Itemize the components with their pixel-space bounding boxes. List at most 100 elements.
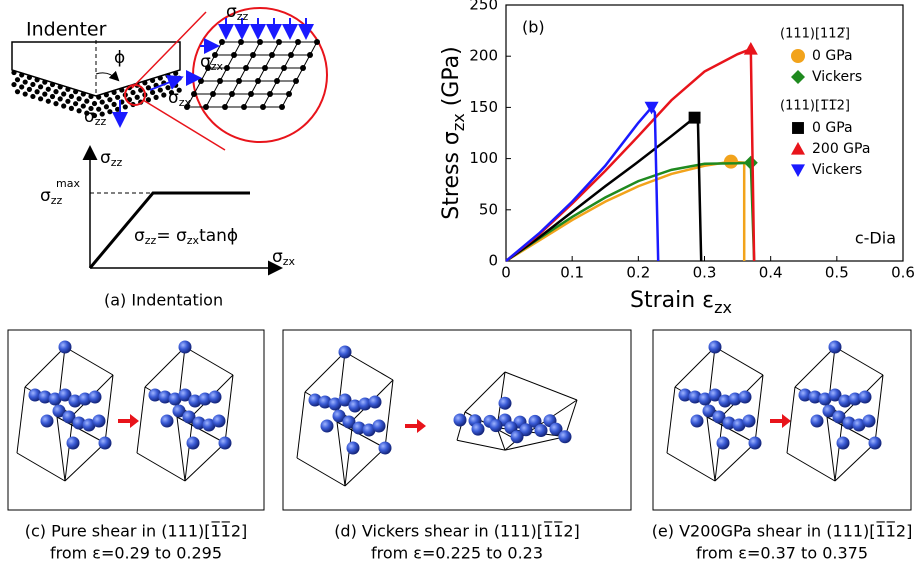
x-tick-label: 0.2: [626, 264, 650, 282]
x-tick-label: 0.4: [759, 264, 783, 282]
atom: [859, 391, 872, 404]
atom: [11, 70, 16, 75]
symbol: σ: [168, 88, 179, 108]
atom: [11, 82, 16, 87]
subscript: zx: [187, 234, 200, 247]
atom: [35, 89, 40, 94]
series-line: [506, 163, 754, 261]
atom: [369, 396, 382, 409]
atom: [454, 414, 467, 427]
bond: [505, 372, 577, 400]
bond: [675, 347, 715, 387]
x-tick-label: 0.5: [825, 264, 849, 282]
legend-marker: [791, 49, 805, 63]
bond: [137, 453, 185, 481]
atom: [104, 104, 109, 109]
y-tick-label: 0: [488, 252, 498, 270]
atom: [23, 91, 28, 96]
bond: [875, 375, 883, 443]
bond: [457, 440, 505, 450]
atom: [717, 437, 730, 450]
caption: from ε=0.37 to 0.375: [696, 544, 868, 563]
bond: [297, 392, 305, 458]
caption: (a) Indentation: [104, 291, 223, 310]
atom: [46, 87, 51, 92]
series-line: [506, 162, 744, 261]
atom: [135, 95, 140, 100]
atom: [811, 415, 824, 428]
atom: [339, 346, 352, 359]
atom: [96, 95, 101, 100]
atom: [347, 442, 360, 455]
bond: [835, 347, 883, 375]
bond: [827, 417, 835, 481]
captions: (c) Pure shear in (111)[1̅1̅2] from ε=0.…: [25, 522, 913, 563]
bond: [65, 347, 113, 375]
label-text: Stress σ: [439, 131, 464, 220]
subscript: zz: [237, 10, 249, 23]
atom: [46, 99, 51, 104]
caption: from ε=0.225 to 0.23: [371, 544, 543, 563]
atom: [35, 77, 40, 82]
bond: [305, 352, 345, 392]
atom: [100, 99, 105, 104]
bond: [345, 352, 393, 380]
atom: [30, 94, 35, 99]
atom: [30, 82, 35, 87]
atom: [65, 87, 70, 92]
atom: [61, 103, 66, 108]
atom: [89, 391, 102, 404]
x-tick-label: 0: [501, 264, 511, 282]
subscript: zx: [714, 298, 732, 317]
atom: [130, 90, 135, 95]
bond: [715, 347, 763, 375]
atom: [104, 92, 109, 97]
legend-marker: [791, 142, 805, 155]
caption: from ε=0.29 to 0.295: [50, 544, 222, 563]
atom: [321, 420, 334, 433]
atom: [69, 94, 74, 99]
atom: [829, 341, 842, 354]
legend-marker: [791, 70, 805, 84]
atom: [77, 108, 82, 113]
atom: [42, 80, 47, 85]
subscript: zx: [211, 60, 224, 73]
atom: [73, 89, 78, 94]
bond: [57, 417, 65, 481]
legend-label: Vickers: [812, 69, 862, 85]
atom: [863, 415, 876, 428]
atom: [209, 391, 222, 404]
atom: [53, 89, 58, 94]
atom: [73, 101, 78, 106]
symbol: σ: [100, 148, 111, 168]
x-tick-label: 0.6: [891, 264, 915, 282]
bond: [225, 375, 233, 443]
crystals: [17, 341, 883, 487]
zoom-circle: [125, 85, 145, 105]
symbol: σ: [226, 2, 237, 22]
atom: [15, 77, 20, 82]
x-tick-label: 0.1: [560, 264, 584, 282]
annotation: c-Dia: [855, 229, 896, 248]
atom: [499, 397, 512, 410]
atom: [19, 84, 24, 89]
axis-label: σzx: [272, 247, 296, 268]
bond: [707, 417, 715, 481]
atom: [559, 430, 572, 443]
atom: [837, 437, 850, 450]
axis-label: σzz: [100, 148, 123, 169]
atom: [58, 96, 63, 101]
arrow: [770, 414, 791, 428]
arrow: [405, 419, 426, 433]
bond: [145, 347, 185, 387]
bond: [297, 458, 345, 486]
atom: [38, 96, 43, 101]
atom: [158, 75, 163, 80]
subscript: zz: [111, 156, 123, 169]
y-axis-label: Stress σzx (GPa): [439, 46, 468, 219]
atom: [187, 437, 200, 450]
atom: [38, 84, 43, 89]
atom: [96, 107, 101, 112]
atom: [691, 415, 704, 428]
